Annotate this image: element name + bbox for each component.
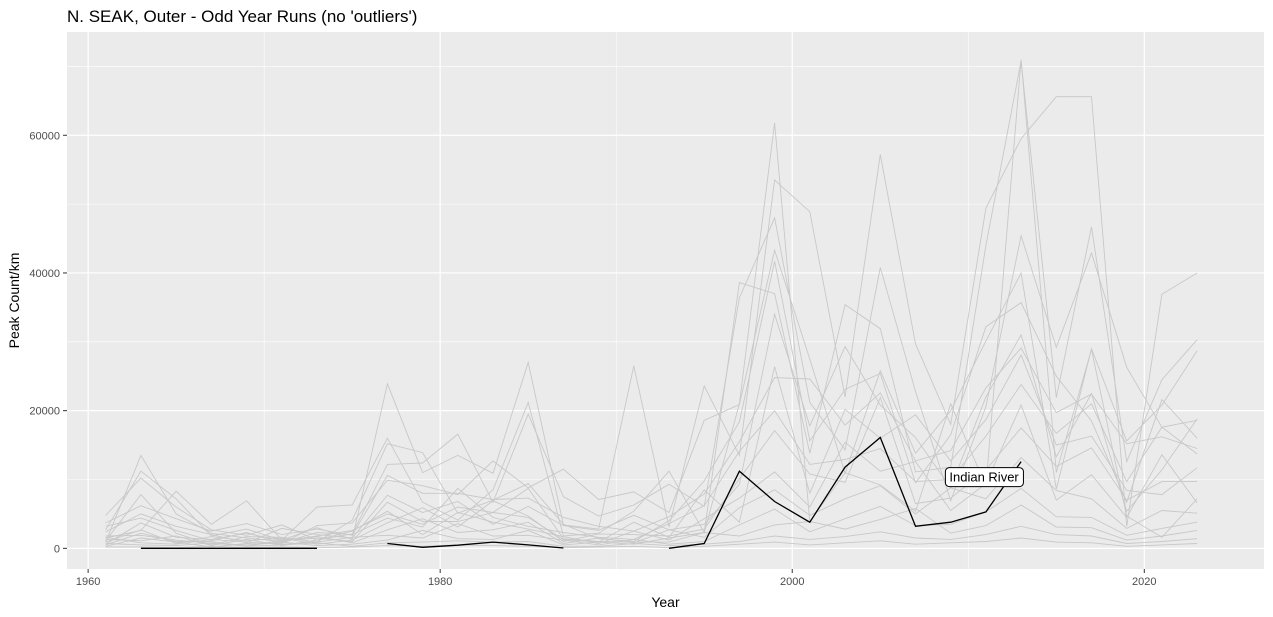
background-series-line: [105, 312, 1198, 544]
highlight-label-box: [944, 467, 1024, 488]
x-tick-label: 1980: [428, 576, 452, 588]
background-series-line: [105, 347, 1198, 536]
highlight-label: Indian River: [944, 467, 1024, 488]
y-tick-label: 0: [54, 543, 60, 555]
background-series-line: [105, 537, 1198, 549]
highlight-series-group: [140, 436, 1022, 549]
minor-gridlines: [67, 32, 1264, 569]
chart-title: N. SEAK, Outer - Odd Year Runs (no 'outl…: [67, 7, 417, 26]
background-series-line: [105, 487, 1198, 546]
indian-river-line: [668, 436, 1022, 549]
y-tick-label: 40000: [29, 268, 60, 280]
background-series-group: [105, 59, 1198, 549]
background-series-line: [105, 60, 1198, 541]
plot-panel: [67, 32, 1264, 569]
background-series-line: [105, 383, 1198, 546]
background-series-line: [105, 456, 1198, 547]
x-axis-ticks: 1960 1980 2000 2020: [76, 569, 1157, 588]
x-tick-label: 1960: [76, 576, 100, 588]
background-series-line: [105, 504, 1198, 548]
y-axis-ticks: 0 20000 40000 60000: [29, 130, 67, 555]
x-tick-label: 2000: [780, 576, 804, 588]
highlight-label-text: Indian River: [949, 470, 1019, 485]
background-series-line: [105, 216, 1198, 541]
background-series-line: [105, 353, 1198, 545]
background-series-line: [105, 525, 1198, 547]
y-tick-label: 60000: [29, 130, 60, 142]
y-tick-label: 20000: [29, 406, 60, 418]
indian-river-line: [387, 541, 564, 549]
major-gridlines: [67, 32, 1264, 569]
x-axis-title: Year: [651, 594, 680, 610]
y-axis-title: Peak Count/km: [6, 253, 22, 349]
x-tick-label: 2020: [1132, 576, 1156, 588]
